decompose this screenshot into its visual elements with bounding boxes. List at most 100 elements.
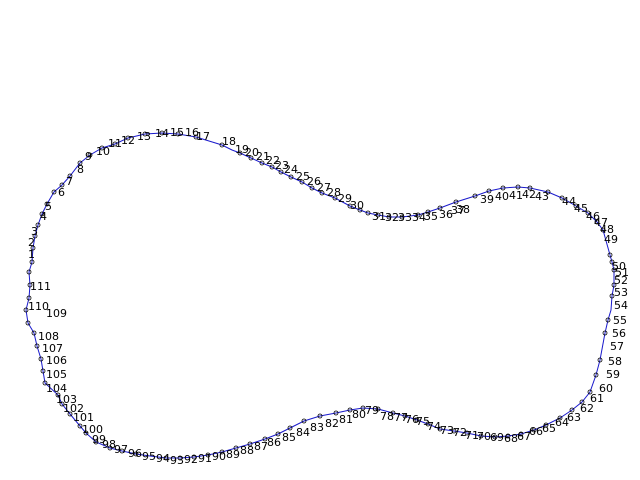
point-label-95: 95 (142, 450, 156, 463)
point-label-99: 99 (92, 433, 106, 446)
point-label-30: 30 (350, 199, 364, 212)
point-label-31: 31 (372, 210, 386, 223)
point-label-10: 10 (96, 145, 110, 158)
point-marker-17 (175, 131, 181, 137)
point-label-45: 45 (574, 202, 588, 215)
point-marker-73 (425, 421, 431, 427)
point-marker-3 (32, 233, 38, 239)
point-label-75: 75 (416, 415, 430, 428)
point-label-18: 18 (222, 135, 236, 148)
point-label-43: 43 (535, 190, 549, 203)
point-label-39: 39 (480, 193, 494, 206)
point-label-51: 51 (615, 266, 629, 279)
point-marker-94 (119, 448, 125, 454)
point-marker-99 (67, 411, 73, 417)
point-label-21: 21 (256, 150, 270, 163)
point-label-90: 90 (212, 450, 226, 463)
point-marker-78 (360, 405, 366, 411)
point-label-16: 16 (185, 126, 199, 139)
point-label-52: 52 (614, 274, 628, 287)
point-marker-54 (611, 282, 617, 288)
point-label-92: 92 (184, 453, 198, 466)
point-label-54: 54 (614, 299, 628, 312)
point-marker-83 (287, 425, 293, 431)
point-label-73: 73 (440, 424, 454, 437)
point-label-50: 50 (612, 260, 626, 273)
point-label-29: 29 (338, 192, 352, 205)
point-marker-16 (159, 130, 165, 136)
point-label-71: 71 (465, 429, 479, 442)
point-marker-13 (112, 141, 118, 147)
point-marker-23 (269, 164, 275, 170)
point-label-70: 70 (477, 430, 491, 443)
point-marker-6 (44, 201, 50, 207)
point-marker-74 (414, 417, 420, 423)
point-marker-92 (163, 455, 169, 461)
point-label-33: 33 (398, 211, 412, 224)
point-marker-76 (390, 410, 396, 416)
point-marker-97 (83, 430, 89, 436)
point-marker-79 (347, 407, 353, 413)
point-marker-104 (38, 356, 44, 362)
point-label-8: 8 (77, 163, 84, 176)
point-marker-108 (23, 307, 29, 313)
point-label-4: 4 (40, 210, 47, 223)
point-marker-29 (332, 195, 338, 201)
point-label-35: 35 (424, 210, 438, 223)
point-marker-75 (402, 413, 408, 419)
point-marker-33 (375, 212, 381, 218)
point-label-26: 26 (307, 175, 321, 188)
point-marker-67 (505, 433, 511, 439)
point-label-87: 87 (254, 440, 268, 453)
point-label-57: 57 (610, 340, 624, 353)
point-label-61: 61 (590, 392, 604, 405)
point-marker-34 (386, 214, 392, 220)
point-label-2: 2 (28, 236, 35, 249)
point-label-12: 12 (121, 134, 135, 147)
point-label-27: 27 (317, 181, 331, 194)
point-marker-28 (319, 190, 325, 196)
point-marker-48 (585, 210, 591, 216)
point-label-94: 94 (156, 452, 170, 465)
point-label-102: 102 (63, 402, 84, 415)
point-label-15: 15 (170, 126, 184, 139)
point-label-103: 103 (56, 393, 77, 406)
point-marker-35 (399, 214, 405, 220)
point-marker-89 (205, 452, 211, 458)
point-marker-42 (500, 185, 506, 191)
point-marker-41 (486, 188, 492, 194)
point-label-83: 83 (310, 421, 324, 434)
point-label-66: 66 (529, 425, 543, 438)
point-marker-37 (425, 209, 431, 215)
point-label-89: 89 (226, 448, 240, 461)
point-label-98: 98 (102, 438, 116, 451)
point-marker-57 (602, 330, 608, 336)
point-label-80: 80 (352, 408, 366, 421)
point-marker-32 (365, 210, 371, 216)
point-label-104: 104 (46, 382, 67, 395)
point-label-34: 34 (412, 211, 426, 224)
point-marker-10 (77, 160, 83, 166)
point-marker-21 (248, 155, 254, 161)
point-label-49: 49 (604, 233, 618, 246)
point-label-14: 14 (155, 127, 169, 140)
point-marker-65 (531, 427, 537, 433)
point-marker-18 (193, 134, 199, 140)
point-marker-81 (317, 413, 323, 419)
point-marker-107 (25, 320, 31, 326)
point-marker-85 (262, 436, 268, 442)
point-marker-14 (125, 135, 131, 141)
point-marker-69 (478, 433, 484, 439)
point-label-36: 36 (439, 208, 453, 221)
point-label-72: 72 (453, 426, 467, 439)
point-label-108: 108 (38, 330, 59, 343)
point-label-86: 86 (267, 436, 281, 449)
point-marker-59 (593, 372, 599, 378)
point-label-111: 111 (30, 280, 51, 293)
point-marker-26 (299, 179, 305, 185)
point-marker-56 (605, 317, 611, 323)
point-label-46: 46 (586, 210, 600, 223)
point-marker-36 (415, 212, 421, 218)
point-label-6: 6 (58, 186, 65, 199)
point-marker-62 (569, 407, 575, 413)
